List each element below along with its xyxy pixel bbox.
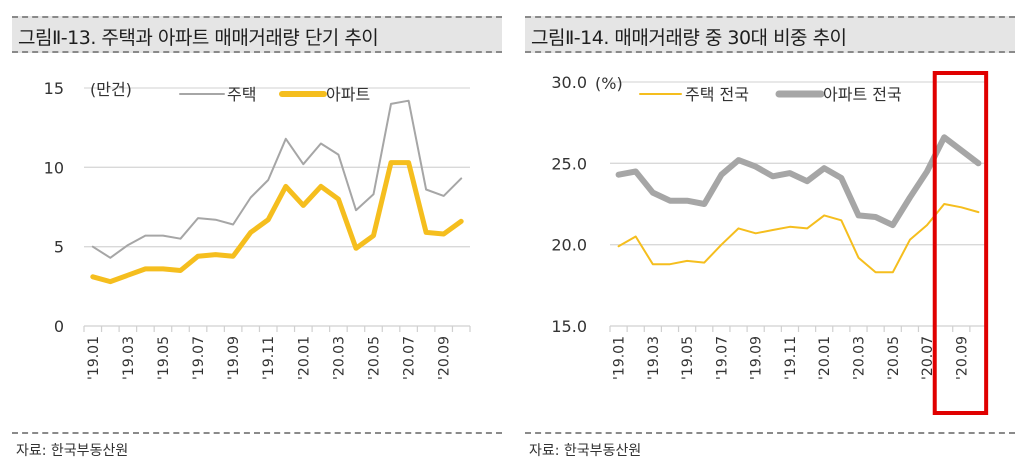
- figure-13-title-bar: 그림Ⅱ-13. 주택과 아파트 매매거래량 단기 추이: [12, 16, 502, 53]
- series-line-2: [615, 134, 982, 229]
- figure-13-source-divider: [12, 432, 502, 434]
- y-tick-label: 15: [44, 79, 64, 98]
- figure-14-title: 그림Ⅱ-14. 매매거래량 중 30대 비중 추이: [531, 27, 847, 49]
- figure-13-source: 자료: 한국부동산원: [16, 443, 129, 459]
- x-tick-label: '20.05: [367, 336, 383, 380]
- x-tick-label: '20.05: [886, 336, 902, 380]
- y-tick-label: 20.0: [551, 236, 587, 255]
- x-tick-label: '19.05: [680, 336, 696, 380]
- legend-label: 주택: [227, 85, 256, 104]
- y-tick-label: 5: [54, 238, 64, 257]
- x-tick-label: '20.07: [402, 336, 418, 380]
- y-tick-label: 30.0: [551, 73, 587, 92]
- x-tick-label: '20.03: [851, 336, 867, 380]
- x-tick-label: '20.09: [954, 336, 970, 380]
- figure-14-title-bar: 그림Ⅱ-14. 매매거래량 중 30대 비중 추이: [525, 16, 1015, 53]
- figure-14-source: 자료: 한국부동산원: [529, 443, 642, 459]
- legend-label: 아파트 전국: [823, 85, 902, 104]
- figure-13-title: 그림Ⅱ-13. 주택과 아파트 매매거래량 단기 추이: [18, 27, 379, 49]
- x-tick-label: '19.11: [783, 336, 799, 380]
- figure-13-chart: 0 5 10 15 (만건) '19.01 '19.03 '19.05 '19.07 '19.09…: [44, 79, 471, 380]
- x-tick-label: '20.09: [437, 336, 453, 380]
- x-tick-label: '20.03: [331, 336, 347, 380]
- x-tick-label: '19.09: [749, 336, 765, 380]
- x-tick-label: '20.07: [920, 336, 936, 380]
- legend-label: 아파트: [326, 85, 370, 104]
- unit-label: (만건): [90, 80, 132, 99]
- y-tick-label: 0: [54, 317, 64, 336]
- x-tick-label: '19.05: [156, 336, 172, 380]
- figure-14-chart: 15.0 20.0 25.0 30.0 (%) '19.01 '19.03 '19.05 '19…: [551, 71, 989, 415]
- series-line-2: [90, 160, 464, 285]
- unit-label: (%): [595, 74, 623, 93]
- figure-14-source-divider: [525, 432, 1015, 434]
- x-tick-label: '19.01: [86, 336, 102, 380]
- highlight-box: [932, 71, 989, 415]
- figure-14-panel: 그림Ⅱ-14. 매매거래량 중 30대 비중 추이 15.0 20.0 25.0 30…: [525, 0, 1024, 473]
- x-tick-label: '19.01: [612, 336, 628, 380]
- figure-13-panel: 그림Ⅱ-13. 주택과 아파트 매매거래량 단기 추이 0 5 10 15 (만건) '1…: [12, 0, 512, 473]
- y-tick-label: 15.0: [551, 317, 587, 336]
- legend-label: 주택 전국: [685, 85, 749, 104]
- x-tick-label: '19.11: [261, 336, 277, 380]
- x-tick-label: '19.07: [191, 336, 207, 380]
- x-tick-label: '19.07: [714, 336, 730, 380]
- x-tick-label: '19.03: [121, 336, 137, 380]
- x-tick-label: '19.03: [646, 336, 662, 380]
- series-line-1: [91, 99, 463, 259]
- x-tick-label: '20.01: [296, 336, 312, 380]
- x-tick-label: '20.01: [817, 336, 833, 380]
- y-tick-label: 25.0: [551, 154, 587, 173]
- x-tick-label: '19.09: [226, 336, 242, 380]
- y-tick-label: 10: [44, 158, 64, 177]
- series-line-1: [617, 203, 980, 274]
